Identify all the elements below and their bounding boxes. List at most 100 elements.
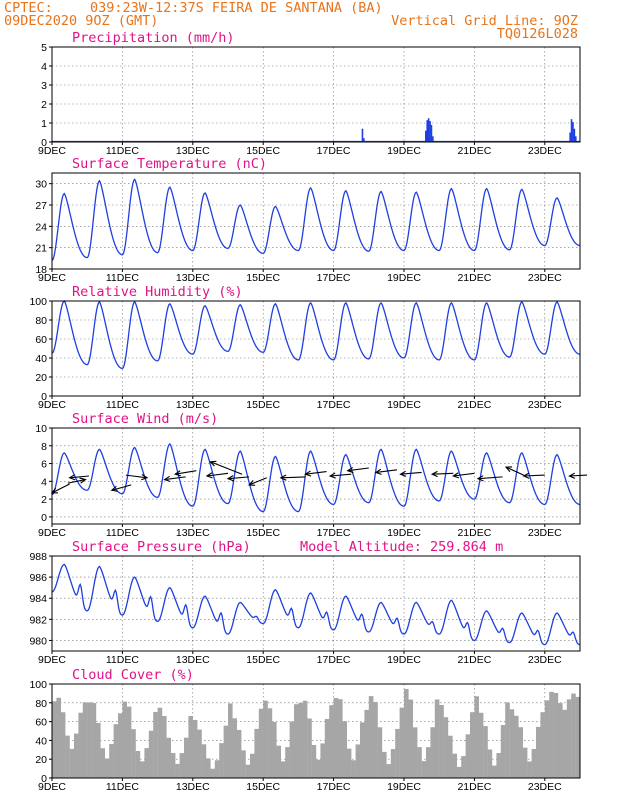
wind-arrow-head [163, 475, 171, 482]
y-tick-label: 10 [35, 423, 47, 435]
cloud-bar [558, 703, 563, 778]
x-tick-label: 11DEC [106, 654, 139, 666]
cloud-bar [496, 752, 501, 778]
cloud-bar [368, 696, 374, 778]
cloud-bar [382, 751, 387, 778]
y-tick-label: 986 [29, 572, 47, 584]
cloud-bar [483, 726, 488, 778]
cloud-bar [351, 760, 356, 778]
panel-humidity: 0 20 40 60 80 100 9DEC 11DEC 13DEC 15DEC 17DEC 19DE… [29, 284, 581, 411]
cloud-bar [461, 756, 466, 778]
wind-arrow-head [68, 474, 76, 481]
panel-temperature: 18 21 24 27 30 9DEC 11DEC 13DEC 15DEC 17DEC 19DEC 2… [35, 156, 581, 284]
cloud-bar [320, 743, 325, 778]
header-run: 09DEC2020 9OZ (GMT) [4, 13, 158, 29]
wind-arrow-shaft [330, 473, 352, 477]
y-tick-label: 18 [35, 264, 47, 276]
cloud-bar [478, 712, 484, 778]
cloud-bar [324, 718, 330, 778]
cloud-bar [126, 706, 132, 778]
cloud-bar [373, 701, 378, 778]
wind-arrow-head [247, 480, 256, 486]
panel-title: Surface Wind (m/s) [72, 411, 218, 427]
x-tick-label: 15DEC [246, 145, 280, 157]
cloud-bar [421, 761, 427, 778]
cloud-bar [408, 699, 413, 778]
wind-arrow-head [209, 460, 217, 467]
cloud-bar [390, 749, 396, 778]
x-tick-label: 11DEC [106, 145, 139, 157]
cloud-bar [56, 697, 61, 778]
y-tick-label: 30 [35, 179, 47, 191]
cloud-bar [448, 735, 453, 778]
cloud-bar [522, 747, 528, 778]
x-tick-label: 15DEC [246, 654, 280, 666]
panel-frame-precipitation [51, 46, 581, 143]
cloud-bar [434, 699, 440, 778]
cloud-bar [452, 753, 457, 778]
wind-arrow-head [79, 477, 87, 484]
x-tick-label: 15DEC [246, 527, 280, 539]
wind-arrow-shaft [164, 476, 186, 481]
y-tick-label: 984 [29, 593, 47, 605]
x-tick-label: 17DEC [317, 781, 351, 793]
wind-arrow-shaft [69, 475, 90, 479]
x-tick-label: 9DEC [38, 527, 66, 539]
cloud-bar [276, 745, 281, 778]
cloud-bar [338, 699, 343, 778]
cloud-bar [272, 721, 277, 778]
cloud-bar [206, 758, 211, 778]
x-tick-label: 11DEC [106, 781, 139, 793]
wind-arrow-head [328, 472, 336, 479]
cloud-bar [250, 753, 255, 778]
x-tick-label: 13DEC [176, 654, 210, 666]
series-line-wind [51, 443, 581, 513]
y-tick-label: 982 [29, 614, 47, 626]
x-tick-label: 9DEC [38, 145, 66, 157]
cloud-bar [162, 715, 167, 778]
cloud-bar [267, 708, 273, 778]
x-tick-label: 21DEC [457, 527, 491, 539]
cloud-bar [258, 708, 264, 778]
x-tick-label: 19DEC [387, 272, 421, 284]
cloud-bar [69, 748, 75, 778]
cloud-bar [562, 709, 567, 778]
y-tick-label: 4 [41, 61, 47, 73]
cloud-bar [531, 748, 537, 778]
cloud-bar [505, 702, 510, 778]
cloud-bar [223, 725, 229, 778]
wind-arrow-head [226, 475, 234, 482]
precip-bar [363, 138, 365, 142]
cloud-bar [412, 727, 418, 778]
wind-arrow-head [504, 466, 513, 473]
x-tick-label: 17DEC [317, 399, 351, 411]
wind-arrow-head [452, 472, 460, 479]
cloud-bar [285, 747, 290, 778]
x-tick-label: 19DEC [387, 781, 421, 793]
x-tick-label: 13DEC [176, 781, 210, 793]
series-line-pressure [51, 563, 581, 646]
wind-arrow-head [374, 468, 382, 475]
cloud-bar [439, 704, 444, 778]
cloud-bar [245, 764, 251, 778]
x-tick-label: 23DEC [528, 654, 562, 666]
wind-arrow-shaft [453, 472, 475, 477]
chart-panels: 0 1 2 3 4 5 9DEC 11DEC 13DEC 15DEC 17DEC 19DEC 21DEC… [29, 30, 588, 793]
cloud-bar [82, 702, 88, 778]
x-tick-label: 21DEC [457, 654, 491, 666]
y-tick-label: 0 [41, 137, 47, 149]
wind-arrow-head [141, 474, 149, 481]
cloud-bar [96, 722, 101, 778]
cloud-bar [192, 719, 198, 778]
series-line-humidity [51, 300, 581, 370]
cloud-bar [60, 712, 66, 778]
x-tick-label: 21DEC [457, 145, 491, 157]
cloud-bar [465, 734, 471, 778]
wind-arrow-head [173, 470, 182, 477]
cloud-bar [333, 697, 339, 778]
panel-title: Surface Temperature (nC) [72, 156, 267, 172]
x-tick-label: 17DEC [317, 654, 351, 666]
cloud-bar [74, 733, 79, 778]
precip-bar [429, 121, 431, 142]
cloud-bar [263, 700, 268, 778]
